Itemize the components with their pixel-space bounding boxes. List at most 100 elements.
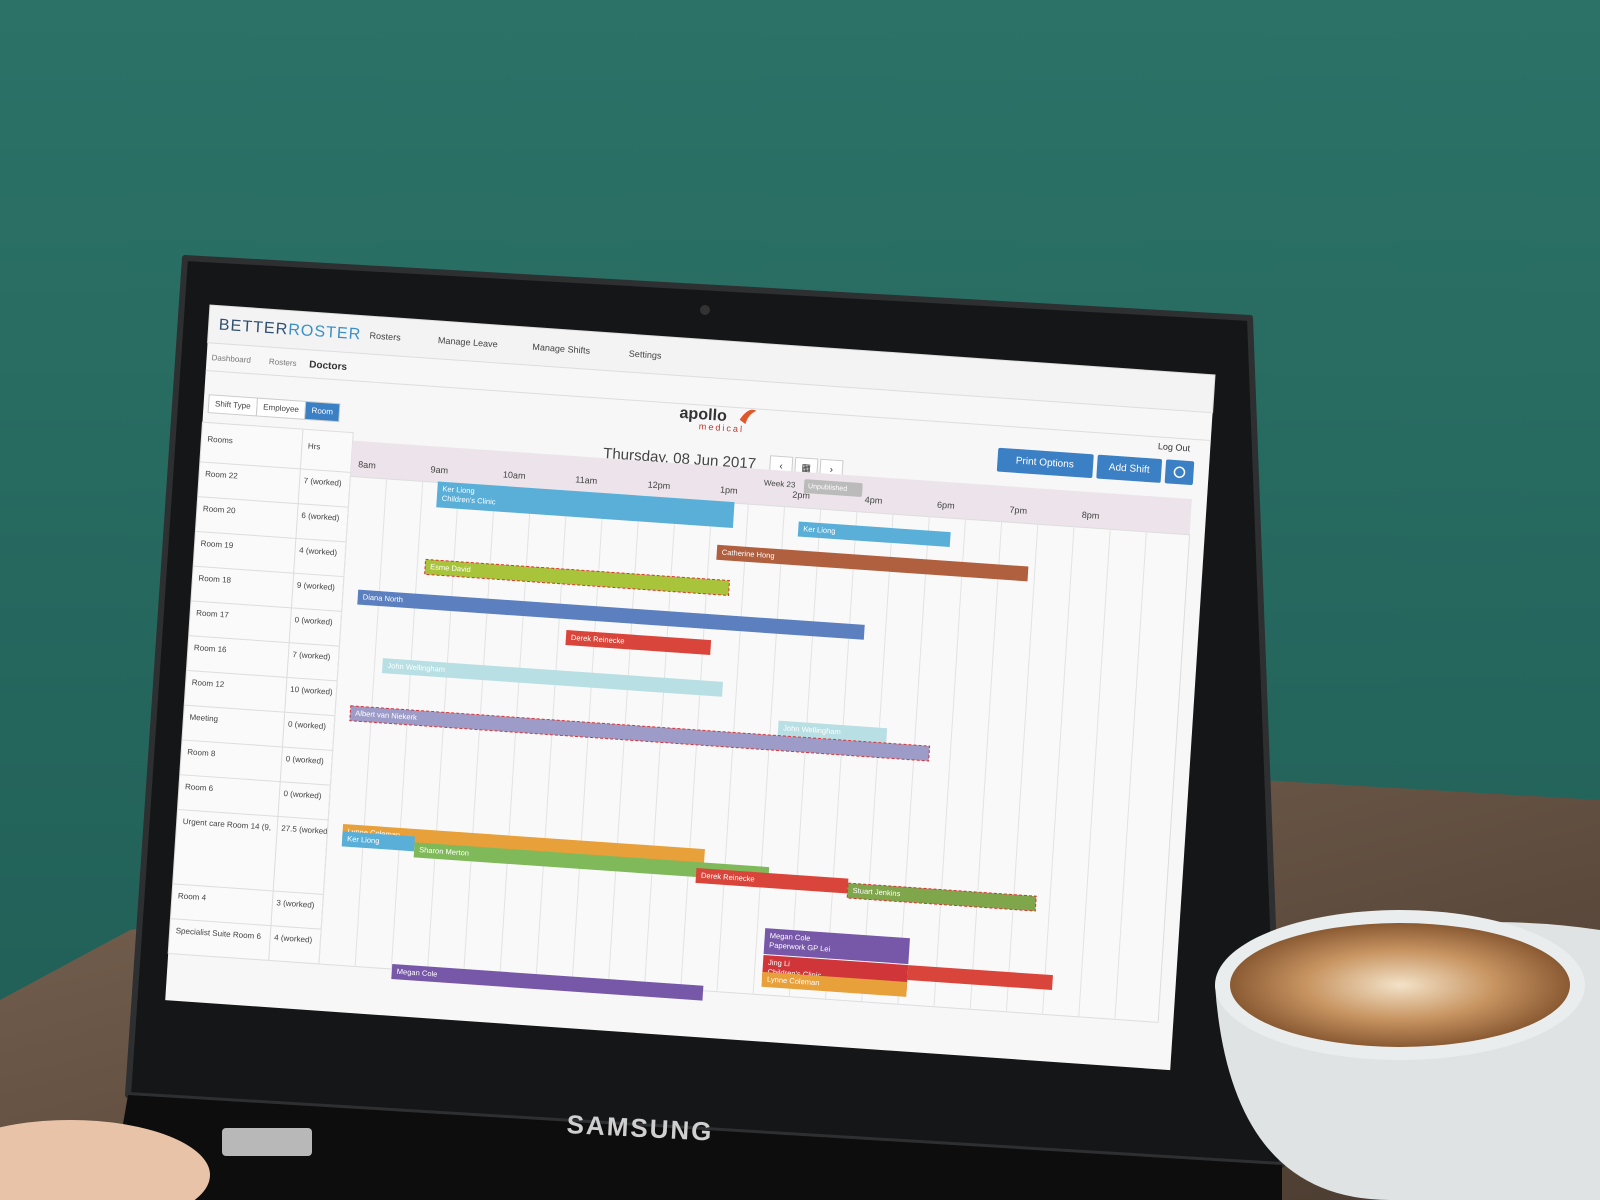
nav-item[interactable]: Manage Leave (438, 335, 498, 349)
room-hours: 0 (worked) (294, 615, 333, 627)
hand (0, 1120, 210, 1200)
room-hours: 6 (worked) (301, 511, 340, 523)
grid-col (933, 519, 966, 1007)
grid-col (1114, 531, 1147, 1020)
breadcrumb-item: Doctors (309, 359, 348, 373)
shift-employee: Ker Liong (347, 834, 380, 845)
brand-better: BETTER (218, 316, 289, 339)
grid-col (788, 509, 822, 997)
shift-bar[interactable] (761, 971, 908, 997)
refresh-button[interactable] (1164, 459, 1195, 486)
room-hours: 0 (worked) (285, 754, 324, 766)
shift-bar[interactable] (777, 720, 888, 744)
shift-bar[interactable] (413, 842, 770, 883)
shift-employee: Derek Reinecke (571, 633, 625, 646)
nav-item[interactable]: Rosters (369, 330, 401, 342)
time-label: 8pm (1082, 510, 1100, 521)
shift-employee: Esme David (430, 562, 471, 574)
hrs-header: Hrs (308, 442, 321, 452)
camera (700, 305, 710, 315)
shift-bar[interactable] (716, 544, 1029, 582)
group-by-label: Room (311, 406, 333, 416)
status-label: Unpublished (808, 483, 848, 493)
shift-bar[interactable] (907, 965, 1053, 991)
print-button[interactable] (996, 447, 1094, 479)
table-divider (268, 429, 304, 961)
time-label: 10am (503, 469, 526, 480)
room-name: Room 4 (178, 891, 207, 902)
shift-employee: Ker Liong (803, 524, 836, 535)
grid-col (1042, 526, 1075, 1015)
shift-bar[interactable] (381, 658, 723, 697)
room-name: Room 19 (200, 539, 234, 550)
room-name: Room 16 (194, 643, 228, 654)
screen: BETTERROSTER Rosters Manage Leave Manage Sh… (165, 304, 1216, 1071)
time-label: 11am (575, 474, 598, 485)
shift-employee: Megan Cole (397, 967, 438, 979)
room-hours: 27.5 (worked) (281, 824, 331, 836)
room-hours: 7 (worked) (303, 476, 342, 488)
client-logo-sub: medical (699, 421, 745, 434)
grid-col (318, 476, 351, 964)
shift-bar[interactable] (349, 705, 931, 762)
shift-bar[interactable] (342, 823, 705, 865)
navbar (207, 304, 1216, 414)
shift-employee: Sharon Merton (419, 845, 469, 857)
shift-bar[interactable] (341, 831, 416, 852)
time-label: 12pm (647, 480, 670, 491)
shift-bar[interactable] (565, 630, 712, 656)
shift-bar[interactable] (424, 558, 731, 597)
room-hours: 0 (worked) (288, 720, 327, 732)
breadcrumb-item[interactable]: Dashboard (211, 353, 251, 365)
shift-employee: Albert van Niekerk (355, 709, 417, 722)
time-label: 8am (358, 459, 376, 470)
shift-employee: Derek Reinecke (701, 871, 755, 884)
time-label: 7pm (1009, 505, 1027, 516)
add-shift-label: Add Shift (1108, 462, 1150, 476)
grid-col (1005, 524, 1039, 1012)
nav-item[interactable]: Settings (629, 349, 663, 361)
shift-bar[interactable] (357, 589, 865, 640)
rooms-header: Rooms (207, 435, 233, 446)
shift-bar[interactable] (846, 882, 1037, 912)
laptop-hinge (110, 1095, 1282, 1200)
room-name: Room 20 (203, 504, 237, 515)
refresh-icon (1173, 466, 1186, 478)
room-name: Room 22 (205, 469, 239, 480)
room-name: Room 8 (187, 747, 216, 758)
shift-employee: John Wellingham (783, 723, 841, 736)
shift-bar[interactable] (695, 868, 849, 894)
room-name: Room 18 (198, 574, 232, 585)
room-name: Room 17 (196, 608, 230, 619)
grid-col (1078, 529, 1111, 1017)
shift-bar[interactable] (436, 481, 735, 528)
add-shift-button[interactable] (1096, 454, 1163, 483)
group-by-label: Shift Type (215, 399, 252, 410)
week-label: Week 23 (764, 478, 797, 489)
time-label: 1pm (720, 485, 738, 496)
time-label: 2pm (792, 490, 810, 501)
hinge-clip (222, 1128, 312, 1156)
latte (1230, 923, 1570, 1047)
group-by-button[interactable] (304, 400, 341, 423)
nav-item[interactable]: Manage Shifts (532, 342, 591, 356)
shift-employee: Megan Cole (770, 931, 811, 943)
button-glyph: › (829, 465, 833, 476)
shift-bar[interactable] (797, 521, 951, 548)
shift-employee: Lynne Coleman (767, 975, 820, 988)
logout-link[interactable]: Log Out (1158, 441, 1191, 453)
shift-bar[interactable] (391, 964, 704, 1001)
group-by-label: Employee (263, 403, 300, 414)
shift-bar[interactable] (763, 928, 910, 965)
room-name: Room 12 (191, 678, 225, 689)
grid-col (969, 521, 1003, 1010)
shift-employee: Jing Li (768, 958, 791, 968)
breadcrumb-item[interactable]: Rosters (269, 357, 297, 368)
time-label: 6pm (937, 500, 955, 511)
room-name: Room 6 (185, 782, 214, 793)
room-hours: 4 (worked) (274, 933, 313, 945)
room-name: Meeting (189, 713, 218, 724)
brand-logo: BETTERROSTER (218, 316, 362, 344)
time-label: 9am (430, 464, 448, 475)
